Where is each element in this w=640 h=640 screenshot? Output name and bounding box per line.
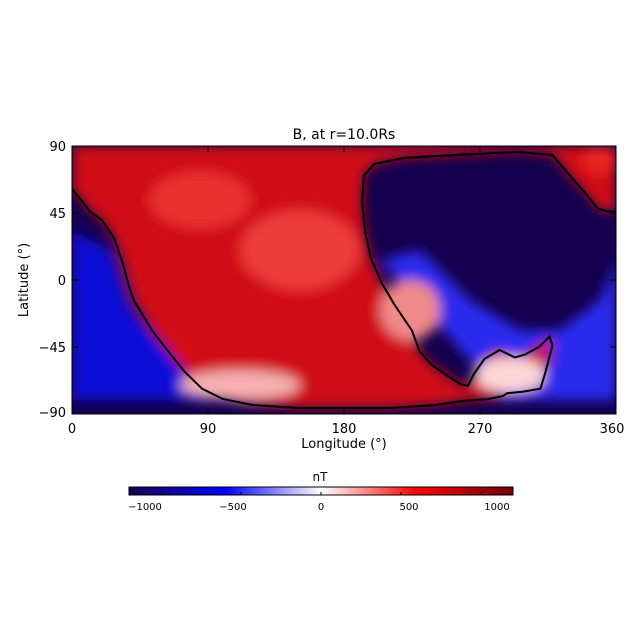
- y-axis-label: Latitude (°): [17, 243, 32, 317]
- colorbar: nT −1000 −500 0 500 1000: [128, 470, 514, 513]
- y-tick-label-neg45: −45: [39, 341, 66, 356]
- colorbar-label: nT: [313, 470, 329, 484]
- x-tick-label-0: 0: [68, 422, 76, 437]
- x-tick-label-360: 360: [600, 422, 625, 437]
- colorbar-tick-neg500: −500: [219, 502, 246, 513]
- y-tick-label-neg90: −90: [39, 406, 66, 421]
- chart-title: B, at r=10.0Rs: [293, 127, 396, 143]
- x-axis-label: Longitude (°): [301, 437, 386, 452]
- colorbar-tick-500: 500: [399, 502, 418, 513]
- colorbar-tick-neg1000: −1000: [128, 502, 162, 513]
- negative-region-west: [72, 230, 215, 400]
- y-tick-label-45: 45: [49, 207, 66, 222]
- colorbar-ticks: [160, 492, 482, 495]
- x-tick-label-270: 270: [468, 422, 493, 437]
- axis-ticks: [71, 145, 617, 415]
- neutral-line: [72, 150, 616, 409]
- y-tick-label-90: 90: [49, 140, 66, 155]
- y-tick-label-0: 0: [58, 274, 66, 289]
- colorbar-tick-0: 0: [318, 502, 324, 513]
- x-tick-label-90: 90: [200, 422, 217, 437]
- field-map: [72, 146, 616, 414]
- negative-region-east: [380, 250, 616, 400]
- x-tick-label-180: 180: [332, 422, 357, 437]
- colorbar-tick-1000: 1000: [484, 502, 509, 513]
